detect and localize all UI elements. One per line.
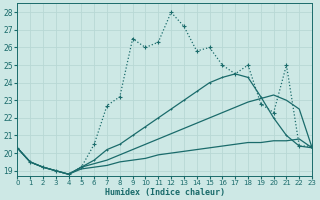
X-axis label: Humidex (Indice chaleur): Humidex (Indice chaleur): [105, 188, 225, 197]
